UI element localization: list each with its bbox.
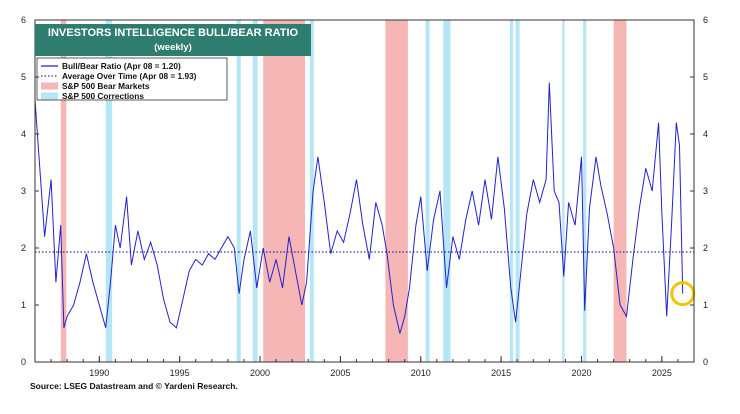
y-tick-label-right: 0	[703, 357, 708, 367]
x-tick-label: 2025	[652, 368, 672, 378]
correction-band	[105, 20, 113, 362]
bear-market-band	[60, 20, 67, 362]
x-tick-label: 2005	[330, 368, 350, 378]
correction-band	[236, 20, 241, 362]
x-tick-label: 1995	[170, 368, 190, 378]
y-tick-label-left: 6	[21, 15, 26, 25]
x-tick-label: 1990	[89, 368, 109, 378]
y-tick-label-right: 4	[703, 129, 708, 139]
source-note: Source: LSEG Datastream and © Yardeni Re…	[30, 381, 238, 391]
bear-market-band	[613, 20, 627, 362]
x-tick-label: 2010	[411, 368, 431, 378]
legend-label: S&P 500 Corrections	[62, 91, 144, 101]
x-tick-label: 2020	[571, 368, 591, 378]
shaded-bands	[60, 20, 627, 362]
x-tick-label: 2015	[491, 368, 511, 378]
title-box-bg	[35, 24, 311, 56]
correction-band	[509, 20, 514, 362]
y-tick-label-right: 2	[703, 243, 708, 253]
correction-band	[425, 20, 430, 362]
legend-label: Average Over Time (Apr 08 = 1.93)	[62, 71, 197, 81]
legend-color-swatch	[41, 92, 58, 100]
x-tick-label: 2000	[250, 368, 270, 378]
correction-band	[443, 20, 451, 362]
legend-color-swatch	[41, 82, 58, 90]
legend-label: Bull/Bear Ratio (Apr 08 = 1.20)	[62, 61, 181, 71]
correction-band	[309, 20, 314, 362]
chart-title: INVESTORS INTELLIGENCE BULL/BEAR RATIO	[48, 27, 299, 39]
correction-band	[562, 20, 565, 362]
correction-band	[583, 20, 587, 362]
correction-band	[515, 20, 520, 362]
bear-market-band	[263, 20, 306, 362]
bull-bear-ratio-line	[34, 82, 684, 334]
bear-market-band	[385, 20, 408, 362]
legend-label: S&P 500 Bear Markets	[62, 81, 150, 91]
title-box: INVESTORS INTELLIGENCE BULL/BEAR RATIO (…	[35, 24, 311, 56]
correction-band	[252, 20, 258, 362]
y-tick-label-right: 5	[703, 72, 708, 82]
legend: Bull/Bear Ratio (Apr 08 = 1.20)Average O…	[36, 57, 228, 101]
chart-subtitle: (weekly)	[154, 42, 192, 53]
x-axis-ticks: 1990 1995 2000 2005 2010 2015 2020 2025	[34, 356, 695, 378]
y-tick-label-left: 1	[21, 300, 26, 310]
legend-box	[36, 57, 228, 101]
y-axis-ticks: 0 0 1 1 2 2 3 3 4 4 5 5 6 6	[21, 15, 708, 367]
y-tick-label-right: 3	[703, 186, 708, 196]
y-tick-label-left: 0	[21, 357, 26, 367]
y-tick-label-left: 4	[21, 129, 26, 139]
y-tick-label-left: 2	[21, 243, 26, 253]
y-tick-label-left: 3	[21, 186, 26, 196]
y-tick-label-right: 1	[703, 300, 708, 310]
y-tick-label-left: 5	[21, 72, 26, 82]
y-tick-label-right: 6	[703, 15, 708, 25]
